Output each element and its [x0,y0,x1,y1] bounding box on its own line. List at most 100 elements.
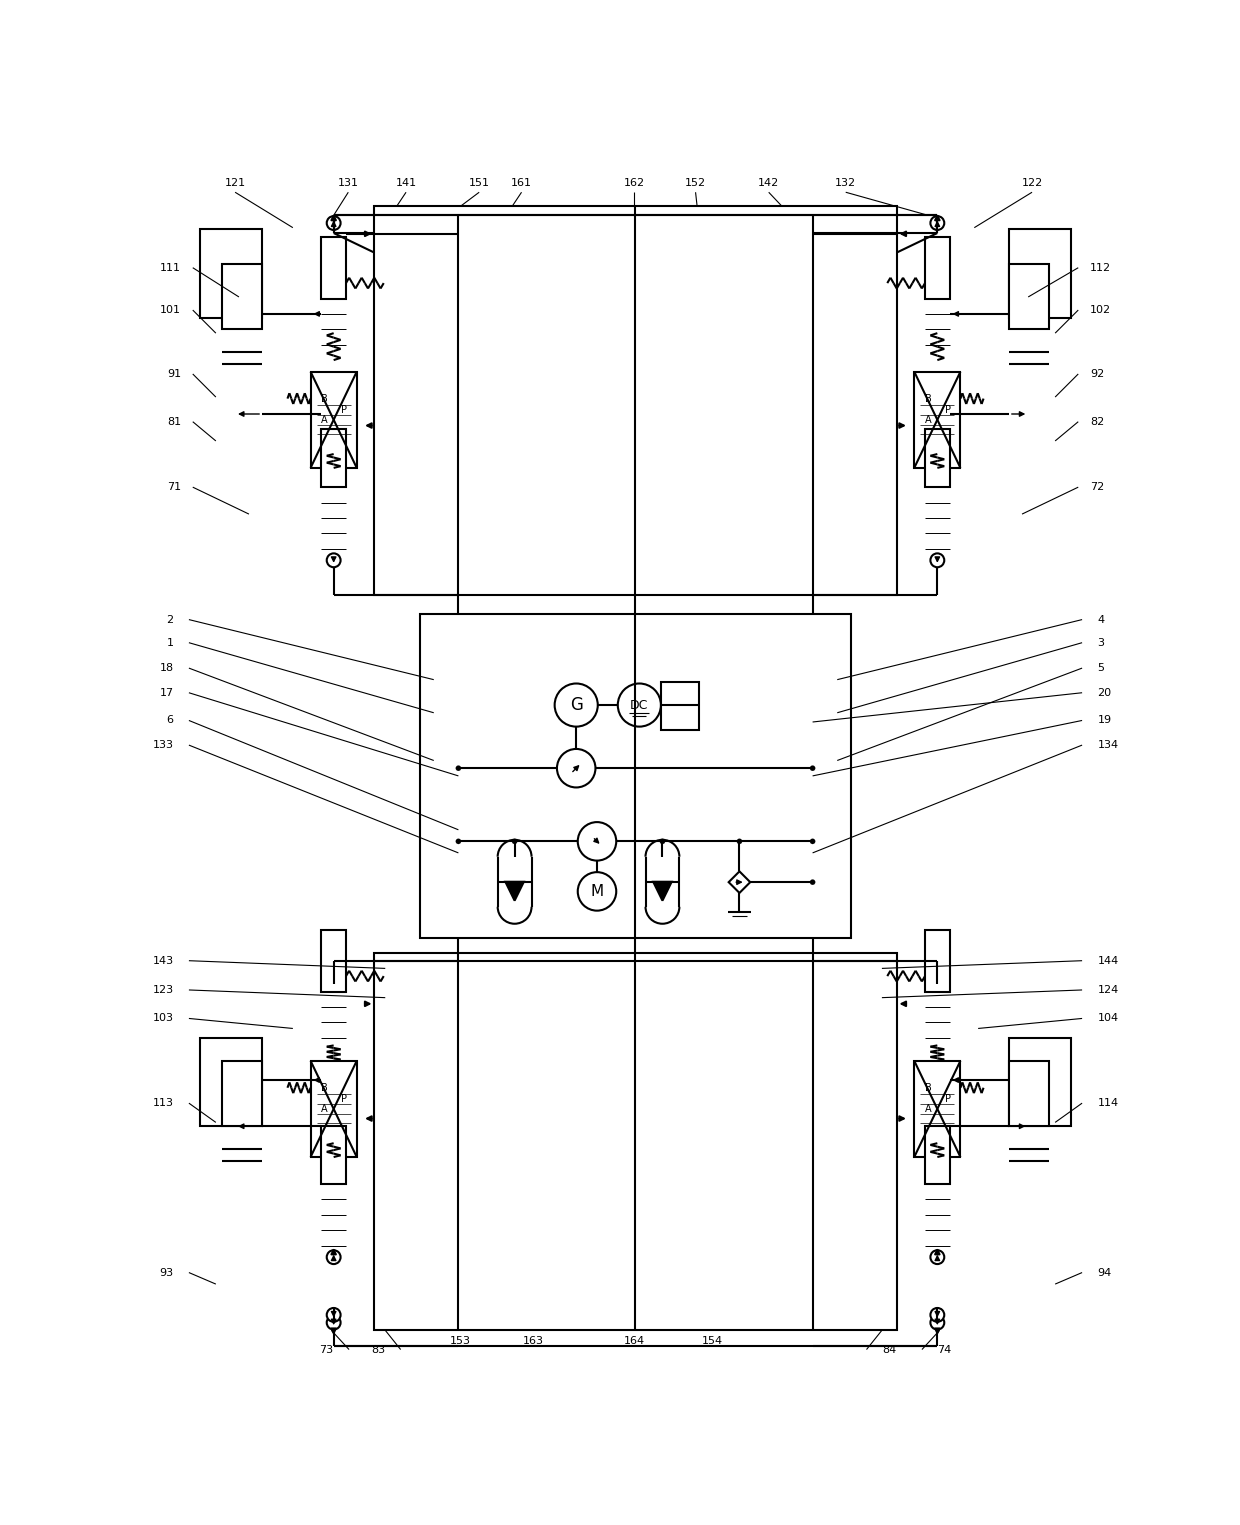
Bar [1009,264,1049,329]
Circle shape [810,880,815,884]
Text: 144: 144 [1097,956,1118,965]
Circle shape [554,683,598,726]
Text: 73: 73 [320,1345,334,1354]
Text: 161: 161 [511,178,532,189]
Circle shape [326,554,341,567]
Circle shape [557,749,595,787]
Text: 153: 153 [450,1336,471,1345]
Text: 101: 101 [160,305,181,316]
Text: M: M [590,884,604,898]
Text: 164: 164 [624,1336,645,1345]
Text: 104: 104 [1097,1014,1118,1023]
Text: A: A [925,415,931,425]
Bar [222,1061,262,1127]
Text: 102: 102 [1090,305,1111,316]
Bar [925,430,950,486]
Bar [914,1061,961,1157]
Circle shape [326,1308,341,1322]
Text: 84: 84 [882,1345,897,1354]
Bar [420,615,851,938]
Polygon shape [653,881,672,901]
Bar [914,372,961,468]
Text: 83: 83 [371,1345,386,1354]
Text: 3: 3 [1097,637,1105,648]
Circle shape [456,839,461,843]
Text: 103: 103 [153,1014,174,1023]
Text: 152: 152 [684,178,706,189]
Bar [661,682,699,729]
Bar [1009,1061,1049,1127]
Text: 112: 112 [1090,262,1111,273]
Text: 1: 1 [166,637,174,648]
Text: 143: 143 [153,956,174,965]
Text: DC: DC [630,698,649,712]
Circle shape [456,766,461,772]
Text: 114: 114 [1097,1098,1118,1109]
Circle shape [930,1308,945,1322]
Circle shape [930,1250,945,1264]
Text: 71: 71 [167,482,181,493]
Text: A: A [925,1104,931,1113]
Bar [373,953,898,1330]
Text: 94: 94 [1097,1267,1112,1278]
Bar [925,1127,950,1183]
Circle shape [810,839,815,843]
Circle shape [326,217,341,230]
Text: 17: 17 [160,688,174,698]
Text: 154: 154 [702,1336,723,1345]
Text: 141: 141 [396,178,417,189]
Circle shape [930,1316,945,1330]
Circle shape [930,217,945,230]
Text: 81: 81 [167,416,181,427]
Text: 134: 134 [1097,740,1118,750]
Text: 142: 142 [758,178,779,189]
Text: 123: 123 [153,985,174,994]
Bar [310,1061,357,1157]
Bar [321,1127,346,1183]
Bar [201,1037,262,1127]
Text: 2: 2 [166,615,174,625]
Circle shape [578,872,616,910]
Bar [925,236,950,299]
Text: A: A [321,415,327,425]
Bar [321,236,346,299]
Text: P: P [341,406,347,415]
Polygon shape [506,881,523,901]
Circle shape [810,766,815,772]
Circle shape [326,1250,341,1264]
Bar [1009,1037,1070,1127]
Text: B: B [925,393,931,404]
Text: A: A [321,1104,327,1113]
Text: 122: 122 [1022,178,1043,189]
Text: 132: 132 [836,178,857,189]
Circle shape [930,554,945,567]
Text: 20: 20 [1097,688,1111,698]
Text: 19: 19 [1097,715,1111,726]
Text: P: P [945,406,951,415]
Text: 162: 162 [624,178,645,189]
Bar [373,206,898,595]
Bar [310,372,357,468]
Text: B: B [925,1083,931,1093]
Circle shape [618,683,661,726]
Circle shape [737,839,743,843]
Polygon shape [729,871,750,894]
Text: B: B [321,393,327,404]
Text: 6: 6 [166,715,174,726]
Text: P: P [945,1095,951,1104]
Circle shape [512,839,517,843]
Text: 124: 124 [1097,985,1118,994]
Text: 72: 72 [1090,482,1104,493]
Bar [321,930,346,991]
Text: 5: 5 [1097,663,1105,673]
Bar [321,430,346,486]
Circle shape [578,822,616,860]
Bar [201,229,262,317]
Text: 131: 131 [337,178,358,189]
Text: 93: 93 [160,1267,174,1278]
Text: 18: 18 [160,663,174,673]
Bar [925,930,950,991]
Text: 121: 121 [224,178,246,189]
Text: 82: 82 [1090,416,1104,427]
Bar [222,264,262,329]
